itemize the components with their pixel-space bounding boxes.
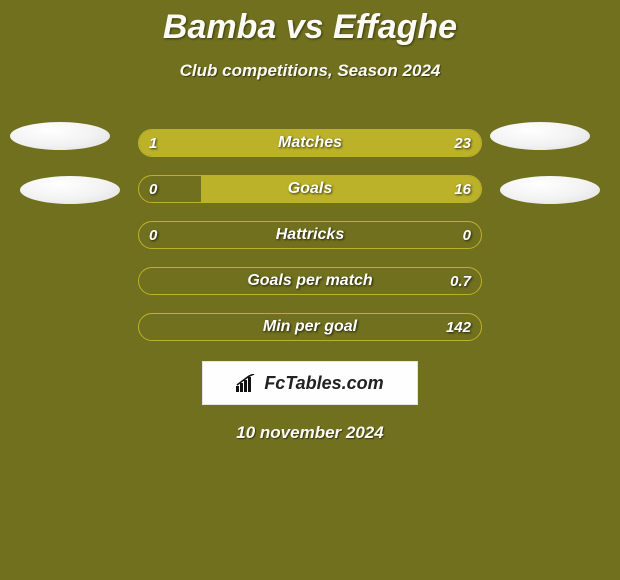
stat-row: Matches123	[138, 129, 482, 157]
stat-value-left: 0	[149, 176, 157, 202]
brand-text: FcTables.com	[264, 373, 383, 394]
stat-bar-right	[201, 130, 481, 156]
stats-container: Matches123Goals016Hattricks00Goals per m…	[138, 129, 482, 341]
player-photo-left	[20, 176, 120, 204]
stat-label: Goals per match	[139, 268, 481, 294]
player-photo-left	[10, 122, 110, 150]
brand-box[interactable]: FcTables.com	[202, 361, 418, 405]
stat-row: Min per goal142	[138, 313, 482, 341]
stat-value-right: 142	[446, 314, 471, 340]
stat-value-right: 0.7	[450, 268, 471, 294]
stat-label: Hattricks	[139, 222, 481, 248]
bar-chart-icon	[236, 374, 258, 392]
stat-bar-right	[201, 176, 481, 202]
player-photo-right	[490, 122, 590, 150]
player-photo-right	[500, 176, 600, 204]
stat-bar-left	[139, 130, 201, 156]
stat-row: Goals016	[138, 175, 482, 203]
date-text: 10 november 2024	[0, 423, 620, 443]
page-title: Bamba vs Effaghe	[0, 0, 620, 47]
stat-value-right: 0	[463, 222, 471, 248]
comparison-card: Bamba vs Effaghe Club competitions, Seas…	[0, 0, 620, 580]
stat-row: Goals per match0.7	[138, 267, 482, 295]
stat-value-left: 0	[149, 222, 157, 248]
stat-row: Hattricks0 0	[138, 221, 482, 249]
page-subtitle: Club competitions, Season 2024	[0, 61, 620, 81]
stat-label: Min per goal	[139, 314, 481, 340]
